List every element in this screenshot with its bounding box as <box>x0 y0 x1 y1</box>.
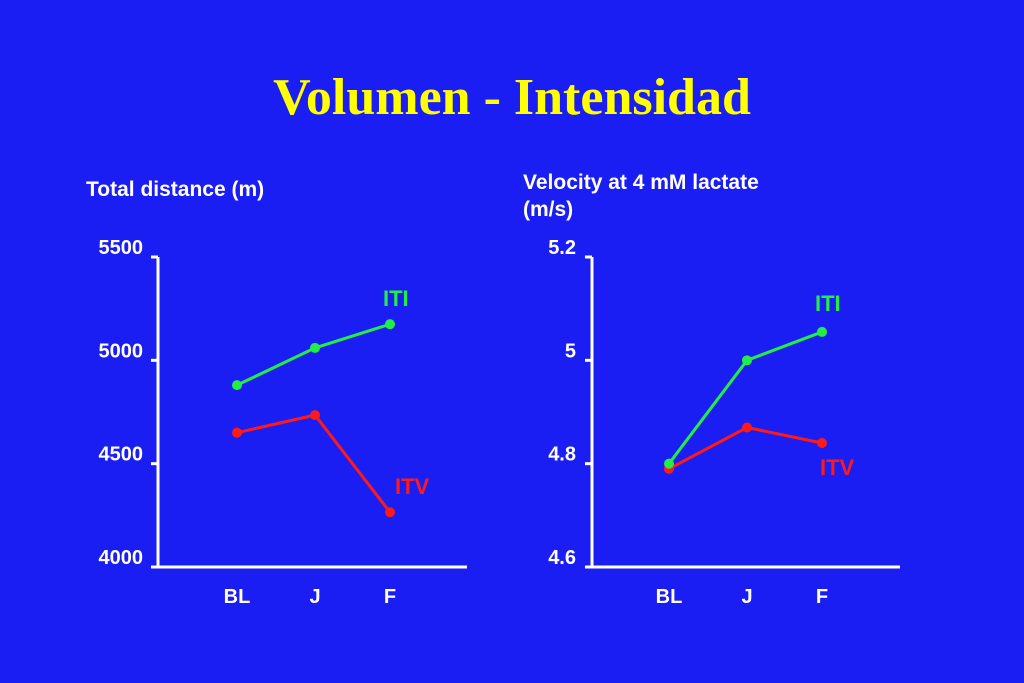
series-label-itv: ITV <box>395 474 430 499</box>
series-line-itv <box>236 413 392 514</box>
y-tick-label: 5.2 <box>548 237 576 259</box>
data-point-itv <box>742 422 752 433</box>
x-tick-label: J <box>309 586 320 608</box>
data-point-iti <box>385 319 395 330</box>
y-tick-label: 5000 <box>99 340 144 362</box>
series-label-iti: ITI <box>383 286 409 311</box>
data-point-iti <box>742 355 752 366</box>
y-tick-label: 4000 <box>99 547 144 569</box>
y-tick-label: 4.6 <box>548 547 576 569</box>
series-label-itv: ITV <box>820 455 855 480</box>
data-point-iti <box>232 380 242 391</box>
y-axis-title: Velocity at 4 mM lactate <box>523 171 759 194</box>
data-point-itv <box>385 507 395 518</box>
y-axis-title: (m/s) <box>523 198 573 221</box>
series-label-iti: ITI <box>815 291 841 316</box>
data-point-iti <box>310 342 320 353</box>
data-point-iti <box>664 458 674 469</box>
y-tick-label: 4.8 <box>548 444 576 466</box>
y-axis-title: Total distance (m) <box>86 178 264 201</box>
x-tick-label: BL <box>656 586 683 608</box>
y-tick-label: 4500 <box>99 444 144 466</box>
x-tick-label: F <box>384 586 396 608</box>
x-tick-label: J <box>741 586 752 608</box>
slide-title: Volumen - Intensidad <box>273 69 751 126</box>
data-point-itv <box>310 410 320 421</box>
y-tick-label: 5500 <box>99 237 144 259</box>
x-tick-label: F <box>816 586 828 608</box>
series-line-iti <box>667 330 823 465</box>
y-tick-label: 5 <box>565 340 576 362</box>
data-point-itv <box>232 427 242 438</box>
data-point-itv <box>817 438 827 448</box>
x-tick-label: BL <box>224 586 251 608</box>
series-line-iti <box>236 322 391 387</box>
data-point-iti <box>817 326 827 337</box>
